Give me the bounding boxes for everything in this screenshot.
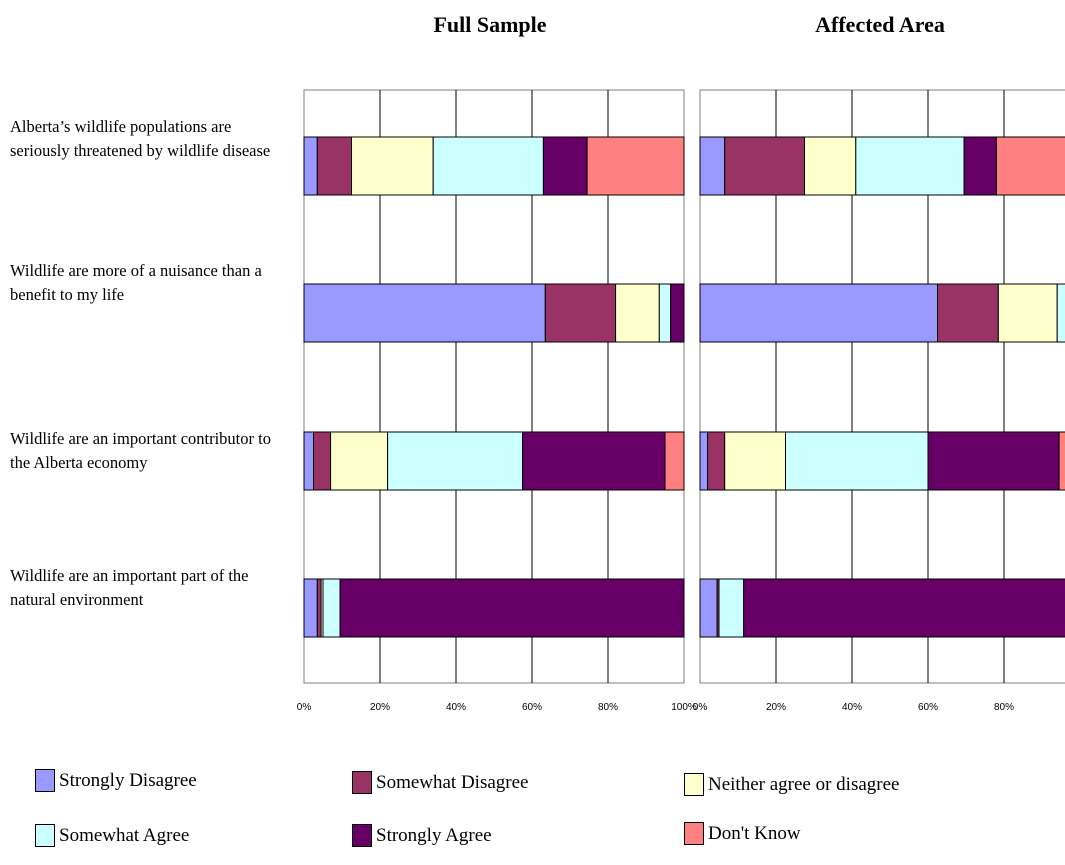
statement-label-3: Wildlife are an important contributor to… — [10, 429, 271, 472]
bar-segment-strongly-agree — [963, 136, 997, 196]
legend-swatch-dont-know — [684, 822, 704, 845]
bar-segment-strongly-agree — [522, 431, 666, 491]
legend-swatch-strongly-agree — [352, 824, 372, 847]
legend-item-strongly-disagree: Strongly Disagree — [35, 769, 197, 792]
bar-segment-strongly-agree — [542, 136, 588, 196]
bar-segment-somewhat-disagree — [544, 283, 617, 343]
bar-segment-strongly-agree — [743, 578, 1065, 638]
bar-segment-somewhat-disagree — [313, 431, 332, 491]
bar-segment-somewhat-agree — [322, 578, 341, 638]
legend-swatch-somewhat-agree — [35, 824, 55, 847]
statement-label-4: Wildlife are an important part of the na… — [10, 566, 249, 609]
bar-segment-strongly-agree — [670, 283, 685, 343]
panel-title-affected-area: Affected Area — [815, 12, 945, 37]
bar-segment-somewhat-disagree — [316, 136, 352, 196]
bar-segment-somewhat-disagree — [937, 283, 999, 343]
bar-segment-somewhat-agree — [432, 136, 544, 196]
bar-segment-strongly-disagree — [303, 431, 314, 491]
bar-segment-somewhat-agree — [855, 136, 965, 196]
bar-segment-neither-agree-or-disagree — [724, 431, 787, 491]
panel-title-full-sample: Full Sample — [433, 12, 547, 37]
legend-item-somewhat-agree: Somewhat Agree — [35, 824, 189, 847]
legend-swatch-neither — [684, 773, 704, 796]
legend-label: Somewhat Agree — [59, 824, 190, 846]
bar-segment-somewhat-agree — [718, 578, 745, 638]
x-tick-label: 40% — [842, 702, 862, 713]
bar-segment-strongly-disagree — [699, 578, 718, 638]
bar-segment-strongly-disagree — [303, 578, 318, 638]
bar-segment-strongly-disagree — [699, 283, 938, 343]
x-tick-label: 20% — [370, 702, 390, 713]
bar-segment-strongly-disagree — [699, 136, 726, 196]
legend-label: Somewhat Disagree — [376, 771, 529, 793]
x-tick-label: 60% — [522, 702, 542, 713]
bar-segment-somewhat-disagree — [707, 431, 726, 491]
bar-segment-somewhat-disagree — [724, 136, 806, 196]
bar-segment-don-t-know — [995, 136, 1065, 196]
legend-item-dont-know: Don't Know — [684, 822, 801, 845]
bar-segment-strongly-agree — [927, 431, 1060, 491]
bar-segment-somewhat-disagree — [316, 578, 322, 638]
x-tick-label: 60% — [918, 702, 938, 713]
bar-segment-strongly-disagree — [303, 136, 318, 196]
bar-segment-somewhat-agree — [1056, 283, 1065, 343]
bar-segment-somewhat-agree — [785, 431, 929, 491]
legend-item-neither: Neither agree or disagree — [684, 773, 899, 796]
bar-segment-neither-agree-or-disagree — [615, 283, 660, 343]
bar-segment-don-t-know — [1058, 431, 1065, 491]
x-tick-label: 100% — [671, 702, 697, 713]
bar-segment-neither-agree-or-disagree — [997, 283, 1058, 343]
bar-segment-strongly-agree — [339, 578, 685, 638]
bar-segment-neither-agree-or-disagree — [351, 136, 434, 196]
x-tick-label: 40% — [446, 702, 466, 713]
x-tick-label: 80% — [598, 702, 618, 713]
bar-segment-somewhat-agree — [387, 431, 523, 491]
statement-label-2: Wildlife are more of a nuisance than a b… — [10, 261, 262, 304]
x-tick-label: 0% — [693, 702, 708, 713]
bar-segment-don-t-know — [664, 431, 685, 491]
statement-label-1: Alberta’s wildlife populations are serio… — [10, 117, 271, 160]
legend-swatch-somewhat-disagree — [352, 771, 372, 794]
x-tick-label: 20% — [766, 702, 786, 713]
bar-segment-neither-agree-or-disagree — [804, 136, 857, 196]
legend-label: Don't Know — [708, 822, 801, 844]
bar-segment-strongly-disagree — [303, 283, 546, 343]
bar-segment-somewhat-agree — [658, 283, 672, 343]
legend-item-somewhat-disagree: Somewhat Disagree — [352, 771, 528, 794]
bar-segment-strongly-disagree — [699, 431, 709, 491]
legend-item-strongly-agree: Strongly Agree — [352, 824, 492, 847]
legend-label: Strongly Agree — [376, 824, 492, 846]
bar-segment-don-t-know — [586, 136, 685, 196]
chart-area: 0%20%40%60%80%100%0%20%40%60%80%100% — [297, 89, 1065, 713]
bar-segment-neither-agree-or-disagree — [330, 431, 389, 491]
x-tick-label: 0% — [297, 702, 312, 713]
legend-swatch-strongly-disagree — [35, 769, 55, 792]
x-tick-label: 80% — [994, 702, 1014, 713]
legend-label: Neither agree or disagree — [708, 773, 900, 795]
legend-label: Strongly Disagree — [59, 769, 197, 791]
